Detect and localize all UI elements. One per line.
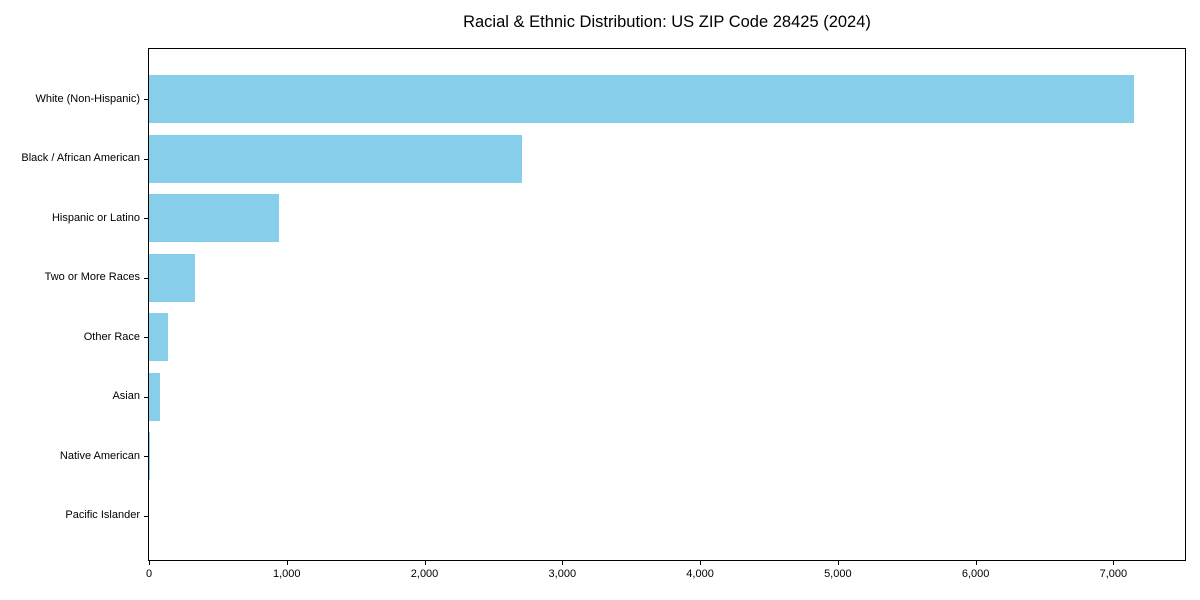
bar-asian bbox=[149, 372, 161, 421]
y-tick-label: White (Non-Hispanic) bbox=[35, 92, 140, 105]
chart-title: Racial & Ethnic Distribution: US ZIP Cod… bbox=[463, 13, 871, 31]
y-tick-label: Asian bbox=[112, 390, 140, 402]
bar-hispanic-or-latino bbox=[149, 194, 279, 242]
x-tick-label: 4,000 bbox=[686, 568, 714, 580]
bar-two-or-more-races bbox=[149, 253, 196, 302]
y-tick-label: Pacific Islander bbox=[65, 509, 140, 521]
y-tick bbox=[144, 277, 149, 279]
y-tick-label: Other Race bbox=[83, 330, 140, 343]
y-tick bbox=[144, 99, 149, 100]
y-tick bbox=[144, 218, 149, 219]
x-tick bbox=[149, 560, 150, 565]
x-tick-label: 5,000 bbox=[824, 568, 852, 580]
x-tick-label: 1,000 bbox=[273, 568, 301, 580]
y-tick-label: Two or More Races bbox=[44, 271, 140, 283]
x-tick-label: 2,000 bbox=[410, 568, 439, 580]
x-tick-label: 7,000 bbox=[1099, 568, 1128, 580]
x-tick bbox=[700, 560, 702, 565]
y-tick-label: Black / African American bbox=[21, 152, 140, 164]
y-tick-label: Native American bbox=[59, 449, 140, 462]
plot-area: White (Non-Hispanic) Black / African Amer… bbox=[21, 48, 1186, 580]
x-tick bbox=[562, 560, 564, 565]
x-tick-label: 0 bbox=[145, 568, 153, 580]
y-tick-label: Hispanic or Latino bbox=[51, 211, 140, 224]
y-tick bbox=[144, 337, 149, 338]
bar-black-african-american bbox=[149, 134, 523, 183]
y-tick bbox=[144, 396, 149, 398]
x-tick-label: 3,000 bbox=[548, 568, 577, 580]
x-tick bbox=[424, 560, 426, 565]
y-tick bbox=[144, 158, 149, 160]
y-tick bbox=[144, 456, 149, 457]
x-tick-label: 6,000 bbox=[961, 568, 990, 580]
x-tick bbox=[837, 560, 839, 565]
bar-white-non-hispanic bbox=[149, 75, 1135, 123]
x-tick bbox=[1113, 560, 1115, 565]
bar-native-american bbox=[149, 432, 151, 480]
y-tick bbox=[144, 515, 149, 517]
x-tick bbox=[975, 560, 977, 565]
x-tick bbox=[286, 560, 288, 565]
bar-other-race bbox=[149, 313, 169, 361]
